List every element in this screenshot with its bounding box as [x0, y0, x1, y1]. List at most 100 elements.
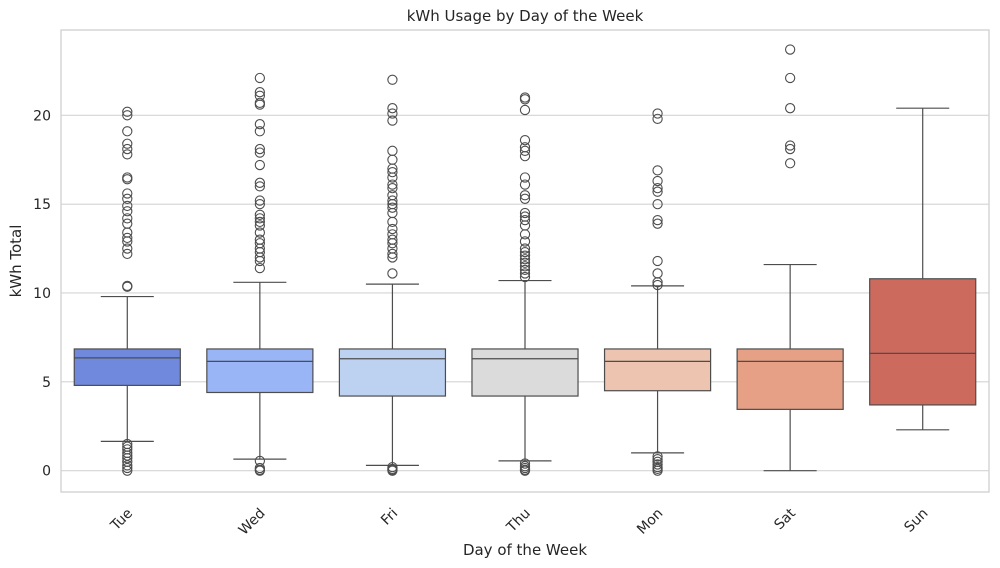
outlier-point — [519, 104, 531, 116]
y-tick-label: 10 — [33, 286, 51, 302]
outlier-point — [254, 72, 266, 84]
x-tick-label: Thu — [503, 506, 534, 537]
x-tick-label: Tue — [107, 506, 136, 535]
outlier-point — [387, 202, 398, 213]
outlier-point — [254, 465, 266, 476]
outlier-point — [254, 227, 266, 238]
x-tick-labels: Tue Wed Fri Thu Mon Sat Sun — [107, 505, 931, 538]
x-tick-label: Sun — [901, 506, 931, 536]
outlier-point — [652, 186, 663, 197]
outlier-point — [387, 172, 398, 183]
outlier-point — [652, 165, 663, 176]
outlier-point — [387, 216, 398, 228]
outlier-point — [652, 277, 663, 288]
outlier-point — [519, 214, 531, 226]
outlier-point — [519, 465, 531, 476]
outlier-point — [652, 182, 663, 194]
outlier-point — [254, 252, 266, 263]
outlier-point — [387, 268, 398, 279]
box-fri — [338, 74, 447, 476]
x-tick-label: Sat — [771, 505, 799, 533]
outlier-point — [652, 255, 663, 267]
outlier-point — [254, 195, 266, 206]
outlier-point — [519, 271, 531, 283]
outlier-point — [387, 182, 398, 194]
outlier-point — [122, 200, 133, 212]
x-axis-label: Day of the Week — [463, 541, 587, 559]
box-thu — [471, 92, 579, 476]
outlier-point — [387, 248, 398, 260]
box-iqr — [338, 348, 447, 397]
outlier-point — [387, 465, 398, 476]
outlier-point — [519, 145, 531, 156]
outlier-point — [122, 188, 133, 199]
outlier-point — [519, 243, 531, 254]
outlier-point — [254, 181, 266, 192]
outlier-point — [519, 268, 531, 279]
y-tick-labels: 0 5 10 15 20 — [33, 108, 51, 479]
outlier-point — [122, 193, 133, 204]
outlier-point — [122, 243, 133, 254]
outlier-point — [254, 255, 266, 267]
outlier-point — [254, 87, 266, 98]
outlier-point — [387, 238, 398, 249]
outlier-point — [122, 236, 133, 247]
y-tick-label: 20 — [33, 108, 51, 124]
outlier-point — [519, 179, 531, 190]
outlier-point — [254, 99, 266, 110]
outlier-point — [122, 453, 133, 464]
outlier-point — [254, 216, 266, 228]
outlier-point — [519, 254, 531, 265]
outlier-point — [122, 232, 133, 244]
outlier-point — [122, 126, 133, 137]
outlier-point — [784, 158, 796, 169]
outlier-point — [652, 451, 663, 462]
box-iqr — [736, 348, 844, 410]
outlier-point — [122, 213, 133, 224]
box-iqr — [471, 348, 579, 397]
outlier-point — [122, 143, 133, 155]
outlier-point — [519, 264, 531, 276]
outlier-point — [519, 207, 531, 219]
outlier-point — [387, 74, 398, 85]
box-wed — [206, 72, 314, 476]
outlier-point — [122, 206, 133, 217]
box-sat — [736, 44, 844, 472]
outlier-point — [652, 113, 663, 124]
outlier-point — [122, 110, 133, 121]
outlier-point — [519, 94, 531, 105]
outlier-point — [519, 250, 531, 261]
box-tue — [73, 106, 181, 476]
outlier-point — [652, 218, 663, 229]
outlier-point — [519, 172, 531, 183]
y-tick-label: 0 — [42, 464, 51, 480]
outlier-point — [254, 209, 266, 220]
outlier-point — [519, 458, 531, 469]
outlier-point — [122, 106, 133, 117]
outlier-point — [784, 44, 796, 55]
outlier-point — [387, 223, 398, 235]
outlier-point — [519, 257, 531, 268]
outlier-point — [652, 198, 663, 210]
x-tick-label: Fri — [378, 506, 401, 529]
outlier-point — [652, 279, 663, 291]
box-iqr — [603, 348, 712, 392]
box-sun — [869, 107, 977, 431]
outlier-point — [387, 252, 398, 263]
outlier-point — [652, 459, 663, 470]
outlier-point — [652, 465, 663, 476]
outlier-point — [519, 236, 531, 247]
outlier-point — [784, 103, 796, 114]
y-tick-label: 5 — [42, 375, 51, 391]
outlier-point — [519, 135, 531, 146]
outlier-point — [387, 167, 398, 178]
outlier-point — [387, 179, 398, 190]
outlier-point — [254, 220, 266, 231]
boxes — [73, 44, 977, 476]
outlier-point — [254, 147, 266, 158]
outlier-point — [254, 198, 266, 210]
outlier-point — [784, 72, 796, 84]
outlier-point — [519, 229, 531, 240]
outlier-point — [122, 248, 133, 260]
